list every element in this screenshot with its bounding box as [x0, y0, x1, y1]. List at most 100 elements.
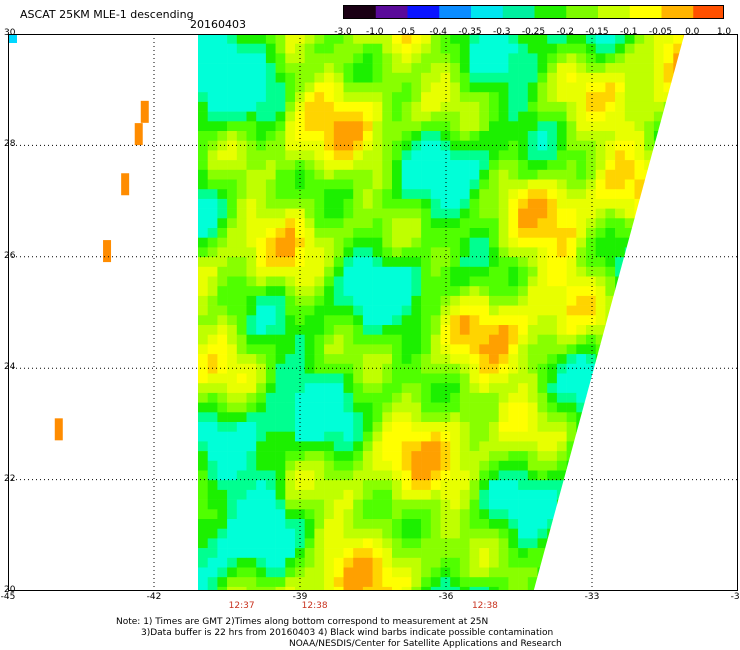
swath-cell	[275, 101, 286, 112]
swath-cell	[479, 101, 490, 112]
swath-cell	[508, 257, 519, 268]
swath-cell	[615, 198, 626, 209]
swath-cell	[508, 344, 519, 355]
swath-cell	[236, 150, 247, 161]
swath-cell	[479, 431, 490, 442]
swath-cell	[207, 305, 218, 316]
swath-cell	[236, 276, 247, 287]
swath-cell	[527, 218, 538, 229]
swath-cell	[333, 334, 344, 345]
swath-cell	[440, 179, 451, 190]
swath-cell	[595, 247, 606, 258]
swath-cell	[498, 363, 509, 374]
swath-cell	[217, 150, 228, 161]
swath-cell	[246, 140, 257, 151]
swath-cell	[498, 460, 509, 471]
swath-cell	[372, 111, 383, 122]
swath-cell	[362, 315, 373, 326]
swath-cell	[547, 286, 558, 297]
swath-cell	[411, 179, 422, 190]
swath-cell	[527, 228, 538, 238]
swath-cell	[401, 198, 412, 209]
swath-cell	[256, 63, 267, 74]
swath-cell	[586, 354, 596, 365]
swath-cell	[411, 315, 422, 326]
swath-cell	[566, 577, 577, 588]
swath-cell	[450, 431, 461, 442]
swath-cell	[450, 131, 461, 141]
swath-cell	[343, 509, 354, 520]
swath-cell	[527, 266, 538, 277]
swath-cell	[537, 131, 548, 141]
swath-cell	[401, 92, 412, 103]
swath-cell	[217, 325, 228, 335]
swath-cell	[304, 72, 315, 83]
swath-cell	[333, 140, 344, 151]
swath-cell	[556, 43, 567, 54]
swath-cell	[246, 528, 257, 539]
swath-cell	[469, 354, 480, 365]
swath-cell	[304, 441, 315, 452]
swath-cell	[217, 276, 228, 287]
swath-cell	[372, 567, 383, 578]
swath-cell	[372, 363, 383, 374]
swath-cell	[566, 305, 577, 316]
swath-cell	[217, 34, 228, 44]
swath-cell	[586, 111, 596, 122]
swath-cell	[479, 121, 490, 132]
swath-cell	[265, 34, 276, 44]
swath-cell	[275, 431, 286, 442]
swath-cell	[489, 266, 499, 277]
swath-cell	[518, 557, 529, 568]
swath-cell	[624, 528, 635, 539]
swath-cell	[576, 344, 587, 355]
swath-cell	[605, 257, 616, 268]
swath-cell	[556, 160, 567, 171]
swath-cell	[314, 179, 325, 190]
swath-cell	[295, 198, 305, 209]
swath-cell	[392, 567, 402, 578]
swath-cell	[411, 198, 422, 209]
swath-cell	[615, 237, 626, 248]
swath-cell	[527, 567, 538, 578]
swath-cell	[236, 315, 247, 326]
swath-cell	[469, 363, 480, 374]
swath-cell	[576, 538, 587, 549]
swath-cell	[411, 228, 422, 238]
swath-cell	[236, 169, 247, 180]
swath-cell	[566, 101, 577, 112]
swath-cell	[479, 72, 490, 83]
swath-cell	[314, 412, 325, 423]
swath-cell	[275, 499, 286, 510]
swath-cell	[198, 422, 208, 432]
swath-cell	[392, 422, 402, 432]
swath-cell	[430, 198, 441, 209]
swath-cell	[236, 489, 247, 500]
swath-cell	[372, 276, 383, 287]
swath-cell	[411, 276, 422, 287]
swath-cell	[644, 198, 655, 209]
swath-cell	[489, 451, 499, 462]
swath-cell	[537, 198, 548, 209]
swath-cell	[683, 34, 685, 44]
swath-cell	[653, 295, 664, 306]
swath-cell	[236, 354, 247, 365]
swath-cell	[479, 131, 490, 141]
swath-cell	[556, 489, 567, 500]
swath-cell	[275, 402, 286, 413]
swath-cell	[343, 266, 354, 277]
swath-cell	[256, 218, 267, 229]
swath-cell	[343, 470, 354, 481]
swath-cell	[673, 519, 684, 529]
swath-cell	[304, 247, 315, 258]
swath-cell	[256, 295, 267, 306]
swath-cell	[333, 528, 344, 539]
swath-cell	[683, 121, 685, 132]
swath-cell	[304, 131, 315, 141]
swath-cell	[421, 198, 432, 209]
swath-cell	[576, 43, 587, 54]
swath-cell	[304, 305, 315, 316]
swath-cell	[576, 150, 587, 161]
swath-cell	[246, 150, 257, 161]
swath-cell	[634, 43, 645, 54]
